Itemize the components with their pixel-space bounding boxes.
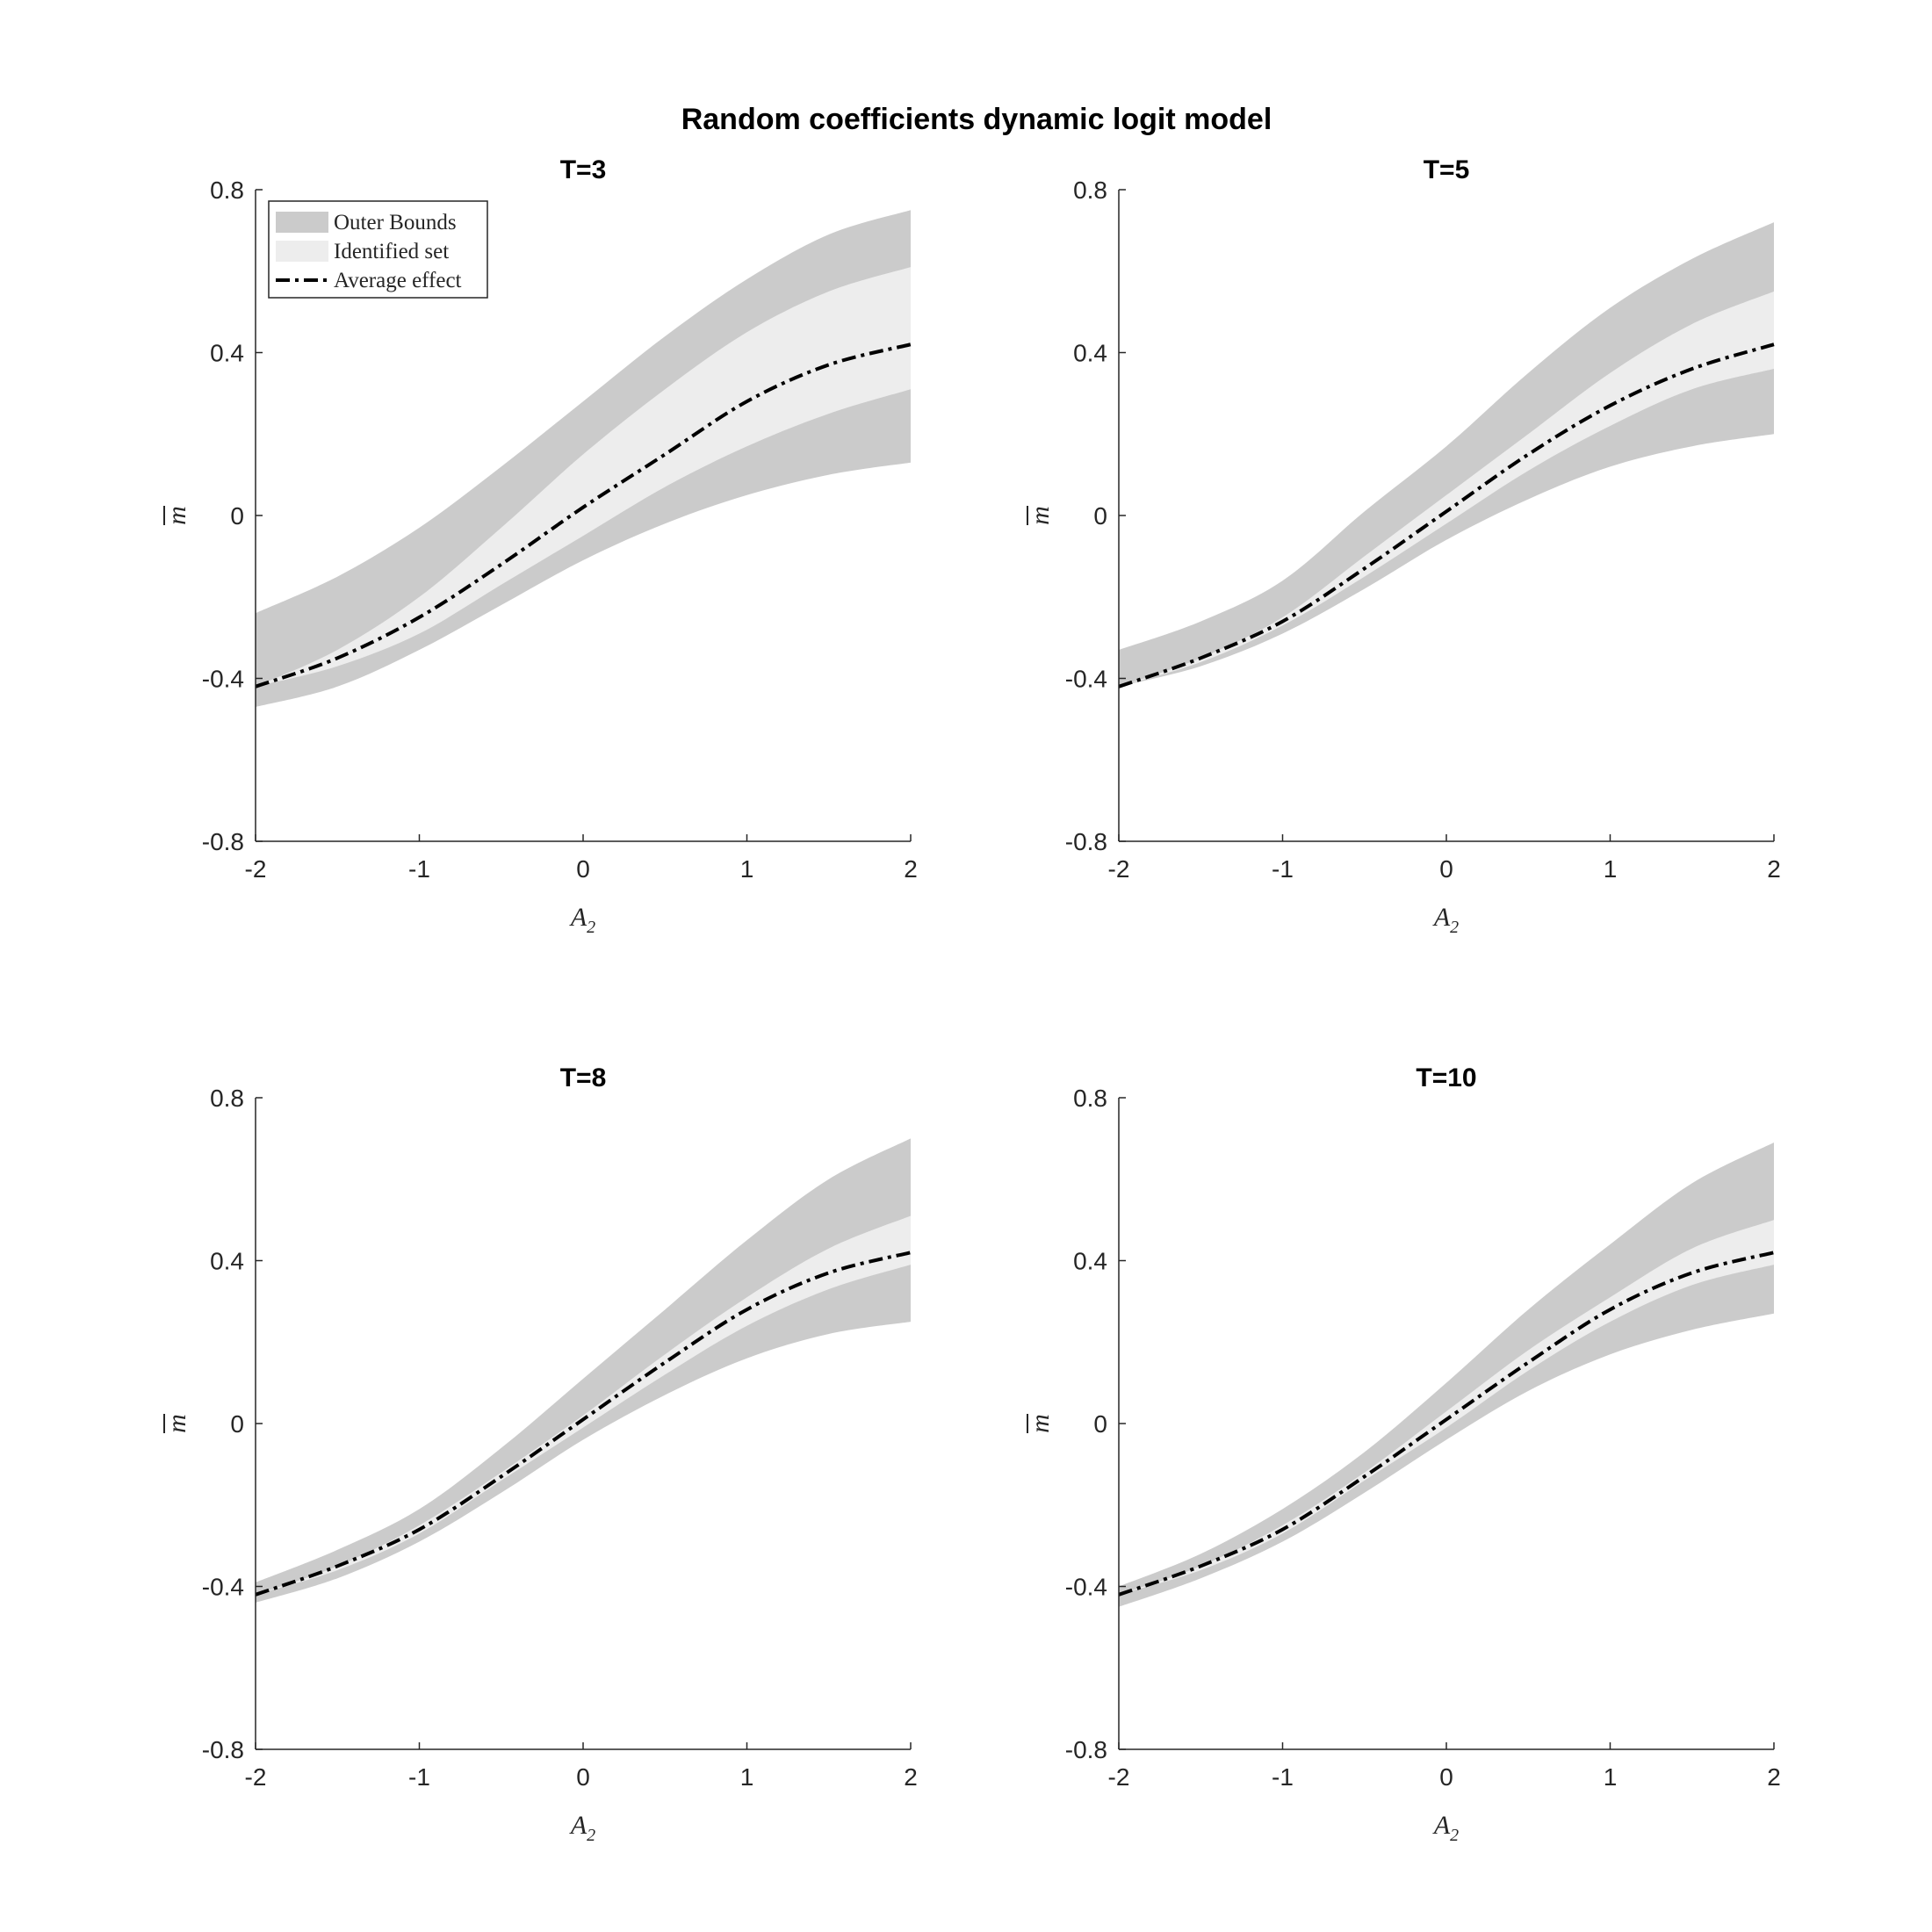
y-axis-label: m bbox=[1026, 506, 1055, 525]
average-effect-line bbox=[1118, 1251, 1775, 1597]
x-tick-label: 0 bbox=[1439, 855, 1453, 883]
y-tick-label: 0.8 bbox=[210, 1085, 244, 1112]
x-tick-label: 0 bbox=[576, 1763, 590, 1791]
y-axis-label-text: m bbox=[162, 506, 191, 525]
identified-set-band bbox=[1119, 1220, 1774, 1595]
y-tick-label: 0 bbox=[230, 502, 244, 530]
average-effect-line bbox=[1118, 342, 1775, 688]
y-tick-label: 0.4 bbox=[210, 340, 244, 367]
panel-t-8: -2 -1 0 1 2 -0.8 -0.4 0 0.4 0.8 T=8 A2 m bbox=[162, 1063, 918, 1845]
x-axis-label: A2 bbox=[1432, 903, 1459, 937]
legend-label: Outer Bounds bbox=[334, 211, 457, 234]
y-tick-label: -0.4 bbox=[202, 666, 244, 693]
y-axis-label-text: m bbox=[1026, 1414, 1055, 1433]
x-tick-label: 0 bbox=[1439, 1763, 1453, 1791]
x-tick-label: -2 bbox=[1108, 855, 1130, 883]
identified-set-band bbox=[1119, 291, 1774, 687]
x-tick-label: -1 bbox=[1272, 1763, 1294, 1791]
y-axis-label-text: m bbox=[1026, 506, 1055, 525]
y-tick-label: 0.8 bbox=[1073, 177, 1107, 204]
y-tick-label: 0.4 bbox=[210, 1248, 244, 1275]
x-tick-label: -2 bbox=[245, 1763, 267, 1791]
y-tick-label: 0.4 bbox=[1073, 1248, 1107, 1275]
y-axis-label: m bbox=[162, 506, 191, 525]
y-axis-label-text: m bbox=[162, 1414, 191, 1433]
x-tick-label: -2 bbox=[1108, 1763, 1130, 1791]
x-tick-label: -1 bbox=[1272, 855, 1294, 883]
x-tick-label: 1 bbox=[1604, 855, 1618, 883]
average-effect-line bbox=[255, 1251, 912, 1597]
y-tick-label: -0.4 bbox=[1065, 1574, 1107, 1601]
outer-bounds-band bbox=[1119, 1143, 1774, 1607]
identified-set-band bbox=[256, 267, 911, 687]
legend: Outer Bounds Identified set Average effect bbox=[268, 200, 488, 299]
panel-title: T=8 bbox=[560, 1063, 607, 1092]
x-axis-label: A2 bbox=[569, 903, 595, 937]
x-tick-label: 0 bbox=[576, 855, 590, 883]
figure-title: Random coefficients dynamic logit model bbox=[681, 103, 1272, 136]
panel-t-3: -2 -1 0 1 2 -0.8 -0.4 0 0.4 0.8 T=3 A2 m Outer Bounds… bbox=[162, 155, 918, 937]
y-tick-label: 0.4 bbox=[1073, 340, 1107, 367]
y-tick-label: 0 bbox=[1093, 502, 1107, 530]
legend-swatch-identified bbox=[276, 241, 328, 262]
panel-title: T=3 bbox=[560, 155, 607, 184]
y-tick-label: 0 bbox=[1093, 1410, 1107, 1438]
x-axis-label: A2 bbox=[1432, 1811, 1459, 1845]
x-tick-label: 1 bbox=[740, 855, 754, 883]
outer-bounds-band bbox=[256, 1138, 911, 1603]
y-tick-label: 0.8 bbox=[210, 177, 244, 204]
x-axis-label: A2 bbox=[569, 1811, 595, 1845]
y-tick-label: -0.8 bbox=[1065, 828, 1107, 855]
legend-label: Average effect bbox=[334, 269, 462, 292]
x-tick-label: 1 bbox=[1604, 1763, 1618, 1791]
y-tick-label: -0.8 bbox=[202, 828, 244, 855]
y-tick-label: 0.8 bbox=[1073, 1085, 1107, 1112]
x-tick-label: -2 bbox=[245, 855, 267, 883]
x-tick-label: -1 bbox=[408, 855, 430, 883]
x-tick-label: 2 bbox=[1767, 1763, 1781, 1791]
y-axis-label: m bbox=[162, 1414, 191, 1433]
panel-title: T=5 bbox=[1424, 155, 1470, 184]
y-tick-label: -0.8 bbox=[202, 1736, 244, 1763]
y-tick-label: -0.4 bbox=[1065, 666, 1107, 693]
panel-title: T=10 bbox=[1416, 1063, 1476, 1092]
x-tick-label: 2 bbox=[904, 1763, 918, 1791]
panel-t-10: -2 -1 0 1 2 -0.8 -0.4 0 0.4 0.8 T=10 A2 m bbox=[1026, 1063, 1781, 1845]
x-tick-label: 2 bbox=[1767, 855, 1781, 883]
y-axis-label: m bbox=[1026, 1414, 1055, 1433]
y-tick-label: 0 bbox=[230, 1410, 244, 1438]
x-tick-label: -1 bbox=[408, 1763, 430, 1791]
outer-bounds-band bbox=[1119, 222, 1774, 687]
y-tick-label: -0.8 bbox=[1065, 1736, 1107, 1763]
x-tick-label: 1 bbox=[740, 1763, 754, 1791]
average-effect-line bbox=[255, 342, 912, 688]
legend-swatch-outer bbox=[276, 212, 328, 233]
legend-label: Identified set bbox=[334, 240, 449, 263]
x-tick-label: 2 bbox=[904, 855, 918, 883]
panel-t-5: -2 -1 0 1 2 -0.8 -0.4 0 0.4 0.8 T=5 A2 m bbox=[1026, 155, 1781, 937]
y-tick-label: -0.4 bbox=[202, 1574, 244, 1601]
